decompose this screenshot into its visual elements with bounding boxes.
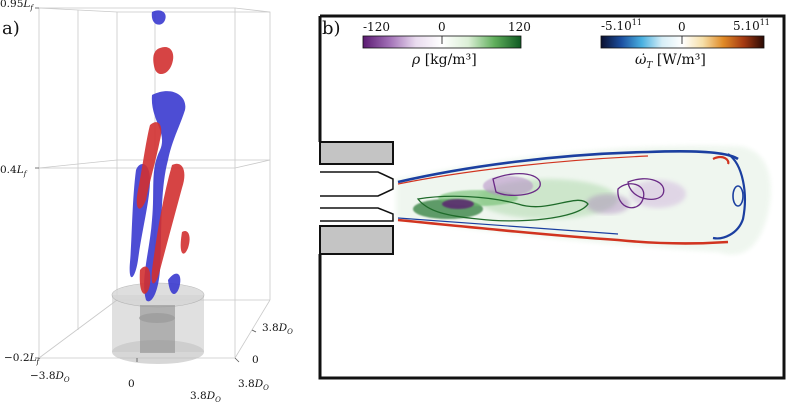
injector [319, 141, 394, 255]
panel-b-label: b) [322, 18, 341, 39]
panel-a-3d-view [35, 7, 271, 364]
injector-cylinder [111, 282, 205, 364]
omega-colorbar [600, 35, 765, 49]
z-tick-bottom: −0.2Lf [4, 352, 40, 367]
heat-release-contours [397, 149, 746, 245]
omega-min-label: -5.1011 [601, 18, 642, 33]
rho-mid-label: 0 [438, 20, 446, 34]
panel-a-label: a) [2, 18, 20, 39]
omega-max-label: 5.1011 [733, 18, 770, 33]
x-tick-center: 0 [128, 378, 135, 390]
flame-field [396, 145, 771, 255]
red-isosurfaces [136, 46, 190, 294]
rho-max-label: 120 [508, 20, 531, 34]
omega-mid-label: 0 [678, 20, 686, 34]
rho-colorbar [362, 35, 522, 49]
rho-min-label: -120 [363, 20, 390, 34]
x-tick-left: −3.8DO [30, 370, 70, 385]
y-tick-front: 3.8DO [238, 378, 269, 393]
axis-ticks [35, 7, 257, 363]
z-tick-mid: 0.4Lf [0, 164, 27, 179]
omega-colorbar-title: ω̇T [W/m³] [635, 52, 706, 71]
y-tick-center: 0 [252, 354, 259, 366]
domain-outline [318, 14, 786, 380]
rho-contours [416, 173, 665, 222]
y-tick-back: 3.8DO [262, 322, 293, 337]
panel-b-slice [318, 14, 786, 380]
z-tick-top: 0.95Lf [0, 0, 33, 13]
rho-colorbar-title: ρ [kg/m³] [412, 52, 477, 68]
x-tick-right: 3.8DO [190, 390, 221, 405]
